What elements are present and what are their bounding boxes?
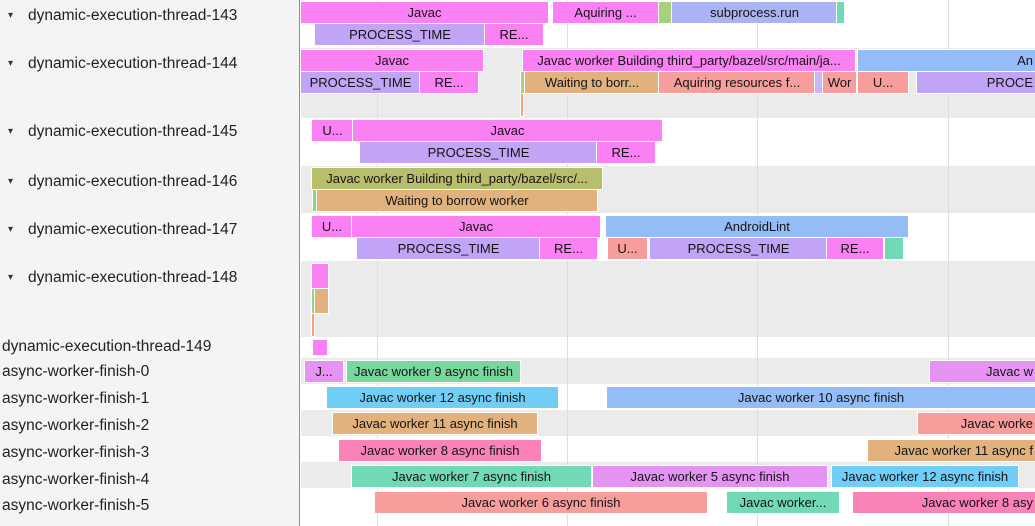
trace-event-bar[interactable]: PROCESS_TIME [301,72,420,93]
trace-event-bar[interactable] [312,264,328,288]
trace-event-bar[interactable]: Javac worker 11 async finish [333,413,537,434]
time-gridline [377,0,378,526]
track-name-label: async-worker-finish-3 [2,444,150,461]
trace-event-bar[interactable]: Aquiring ... [553,2,658,23]
time-gridline [948,0,949,526]
sidebar-item-dynamic-execution-thread-149[interactable]: dynamic-execution-thread-149 [0,337,299,356]
trace-event-bar[interactable]: U... [608,238,647,259]
trace-event-bar[interactable] [521,72,525,93]
trace-event-bar[interactable]: Javac worker 7 async finish [352,466,591,487]
trace-event-bar[interactable]: Javac worker 12 async finish [327,387,558,408]
trace-event-bar[interactable]: U... [858,72,908,93]
sidebar-item-async-worker-finish-1[interactable]: async-worker-finish-1 [0,389,299,408]
track-name-label: async-worker-finish-4 [2,471,150,488]
time-gridline [567,0,568,526]
collapse-triangle-icon[interactable]: ▾ [8,10,14,21]
sidebar-item-dynamic-execution-thread-145[interactable]: ▾ dynamic-execution-thread-145 [0,122,299,141]
time-gridline [757,0,758,526]
trace-event-bar[interactable]: Javac [353,120,662,141]
collapse-triangle-icon[interactable]: ▾ [8,224,14,235]
trace-event-bar[interactable] [313,340,327,355]
sidebar-item-async-worker-finish-4[interactable]: async-worker-finish-4 [0,470,299,489]
trace-event-bar[interactable]: AndroidLint [606,216,908,237]
sidebar-item-async-worker-finish-0[interactable]: async-worker-finish-0 [0,362,299,381]
trace-event-bar[interactable]: Javac worker 5 async finish [593,466,827,487]
trace-event-bar[interactable]: Javac worker... [727,492,839,513]
trace-event-bar[interactable]: Javac worker Building third_party/bazel/… [312,168,602,189]
track-name-label: dynamic-execution-thread-149 [2,338,212,355]
trace-event-bar[interactable]: Javac worker 11 async f [868,440,1035,461]
trace-event-bar[interactable]: Javac worker 9 async finish [347,361,520,382]
track-name-label: async-worker-finish-5 [2,497,150,514]
trace-event-bar[interactable] [312,289,315,313]
trace-event-bar[interactable]: RE... [420,72,478,93]
collapse-triangle-icon[interactable]: ▾ [8,272,14,283]
collapse-triangle-icon[interactable]: ▾ [8,176,14,187]
trace-event-bar[interactable]: Aquiring resources f... [659,72,815,93]
trace-event-bar[interactable]: U... [312,120,353,141]
trace-event-bar[interactable]: An [858,50,1035,71]
trace-event-bar[interactable]: Javac worker 8 asy [853,492,1035,513]
trace-event-bar[interactable]: RE... [597,142,655,163]
trace-event-bar[interactable]: PROCESS_TIME [360,142,597,163]
trace-event-bar[interactable] [312,314,314,336]
trace-event-bar[interactable] [837,2,844,23]
trace-event-bar[interactable]: Waiting to borrow worker [317,190,597,211]
trace-event-bar[interactable]: Javac worke [918,413,1035,434]
trace-event-bar[interactable]: PROCESS_TIME [315,24,485,45]
collapse-triangle-icon[interactable]: ▾ [8,58,14,69]
trace-event-bar[interactable]: Javac [352,216,600,237]
track-background-band [301,337,1035,358]
trace-event-bar[interactable]: subprocess.run [672,2,837,23]
trace-event-bar[interactable] [885,238,903,259]
sidebar-item-dynamic-execution-thread-144[interactable]: ▾ dynamic-execution-thread-144 [0,54,299,73]
trace-event-bar[interactable] [659,2,672,23]
trace-event-bar[interactable]: J... [305,361,343,382]
trace-event-bar[interactable]: PROCESS_TIME [357,238,540,259]
trace-event-bar[interactable]: Javac [301,50,483,71]
track-background-band [301,261,1035,337]
trace-event-bar[interactable]: Javac worker 6 async finish [375,492,707,513]
trace-event-bar[interactable] [815,72,823,93]
trace-event-bar[interactable]: PROCESS_TIME [650,238,827,259]
sidebar-item-dynamic-execution-thread-147[interactable]: ▾ dynamic-execution-thread-147 [0,220,299,239]
trace-event-bar[interactable] [313,190,317,211]
track-name-label: dynamic-execution-thread-147 [28,221,238,238]
trace-event-bar[interactable] [315,289,328,313]
track-name-label: dynamic-execution-thread-146 [28,173,238,190]
track-name-label: async-worker-finish-1 [2,390,150,407]
trace-event-bar[interactable]: RE... [827,238,883,259]
trace-event-bar[interactable]: RE... [540,238,597,259]
track-name-label: dynamic-execution-thread-148 [28,269,238,286]
sidebar-item-async-worker-finish-2[interactable]: async-worker-finish-2 [0,416,299,435]
trace-event-bar[interactable]: Javac w [930,361,1035,382]
sidebar-item-dynamic-execution-thread-148[interactable]: ▾ dynamic-execution-thread-148 [0,268,299,287]
track-name-label: dynamic-execution-thread-143 [28,7,238,24]
track-name-sidebar: ▾ dynamic-execution-thread-143 ▾ dynamic-ex… [0,0,300,526]
trace-event-bar[interactable]: U... [312,216,352,237]
track-name-label: async-worker-finish-2 [2,417,150,434]
track-name-label: async-worker-finish-0 [2,363,150,380]
timeline-canvas[interactable]: Javac Aquiring ... subprocess.run PROCESS_T… [301,0,1035,526]
trace-event-bar[interactable]: RE... [485,24,543,45]
sidebar-item-dynamic-execution-thread-146[interactable]: ▾ dynamic-execution-thread-146 [0,172,299,191]
trace-event-bar[interactable]: Javac worker 12 async finish [832,466,1018,487]
trace-event-bar[interactable]: PROCE [917,72,1035,93]
trace-event-bar[interactable] [521,94,523,116]
trace-event-bar[interactable]: Javac [301,2,548,23]
trace-event-bar[interactable]: Waiting to borr... [525,72,659,93]
track-name-label: dynamic-execution-thread-144 [28,55,238,72]
sidebar-item-async-worker-finish-5[interactable]: async-worker-finish-5 [0,496,299,515]
sidebar-item-dynamic-execution-thread-143[interactable]: ▾ dynamic-execution-thread-143 [0,6,299,25]
trace-event-bar[interactable]: Javac worker 10 async finish [607,387,1035,408]
track-name-label: dynamic-execution-thread-145 [28,123,238,140]
collapse-triangle-icon[interactable]: ▾ [8,126,14,137]
sidebar-item-async-worker-finish-3[interactable]: async-worker-finish-3 [0,443,299,462]
trace-event-bar[interactable]: Wor [823,72,856,93]
trace-event-bar[interactable]: Javac worker 8 async finish [339,440,541,461]
trace-event-bar[interactable]: Javac worker Building third_party/bazel/… [523,50,855,71]
